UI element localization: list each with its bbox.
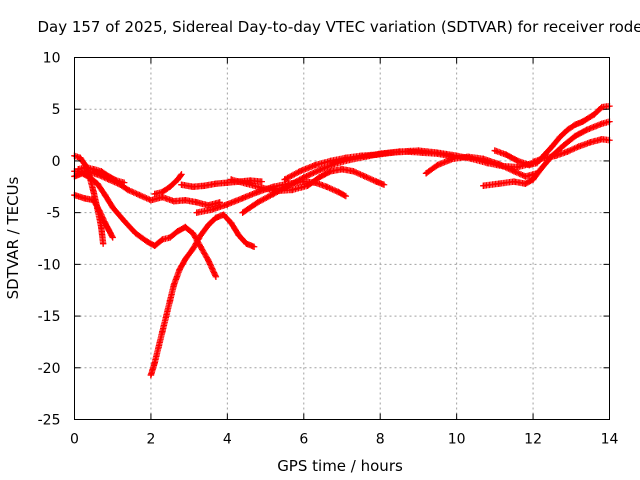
- x-tick-label: 6: [299, 432, 308, 448]
- chart-title: Day 157 of 2025, Sidereal Day-to-day VTE…: [37, 18, 640, 36]
- y-tick-label: -10: [38, 257, 61, 273]
- y-tick-label: 5: [52, 102, 61, 118]
- series-markers: [281, 148, 455, 183]
- series-markers: [75, 163, 126, 186]
- x-tick-label: 8: [376, 432, 385, 448]
- series-arc-e: [75, 163, 128, 186]
- x-tick-label: 0: [70, 432, 79, 448]
- x-axis-label: GPS time / hours: [277, 457, 403, 475]
- y-tick-label: -5: [47, 206, 61, 222]
- series-arc-p: [529, 136, 613, 166]
- y-tick-label: 10: [43, 51, 61, 67]
- y-axis-label: SDTVAR / TECUs: [4, 176, 22, 299]
- series-arc-d: [71, 191, 116, 241]
- y-tick-label: -15: [38, 309, 61, 325]
- y-tick-label: 0: [52, 154, 61, 170]
- series-arc-h: [178, 177, 265, 190]
- ticks: 0 2 4 6 8 10 12 14 -25 -20 -15 -10 -5 0 5 10: [38, 51, 619, 448]
- series-layer: [71, 102, 613, 379]
- x-tick-label: 4: [223, 432, 232, 448]
- series-markers: [147, 211, 256, 379]
- series-markers: [529, 136, 612, 166]
- x-tick-label: 10: [448, 432, 466, 448]
- plot-frame: [74, 57, 610, 420]
- series-markers: [151, 172, 184, 198]
- series-markers: [422, 153, 539, 180]
- x-tick-label: 12: [524, 432, 542, 448]
- y-tick-label: -20: [38, 361, 61, 377]
- series-arc-f: [147, 211, 258, 379]
- series-arc-g: [151, 171, 185, 198]
- x-tick-label: 14: [601, 432, 619, 448]
- y-tick-label: -25: [38, 413, 61, 429]
- series-arc-l: [281, 148, 457, 183]
- series-arc-o: [491, 102, 613, 169]
- x-tick-label: 2: [146, 432, 155, 448]
- grid: [74, 57, 610, 420]
